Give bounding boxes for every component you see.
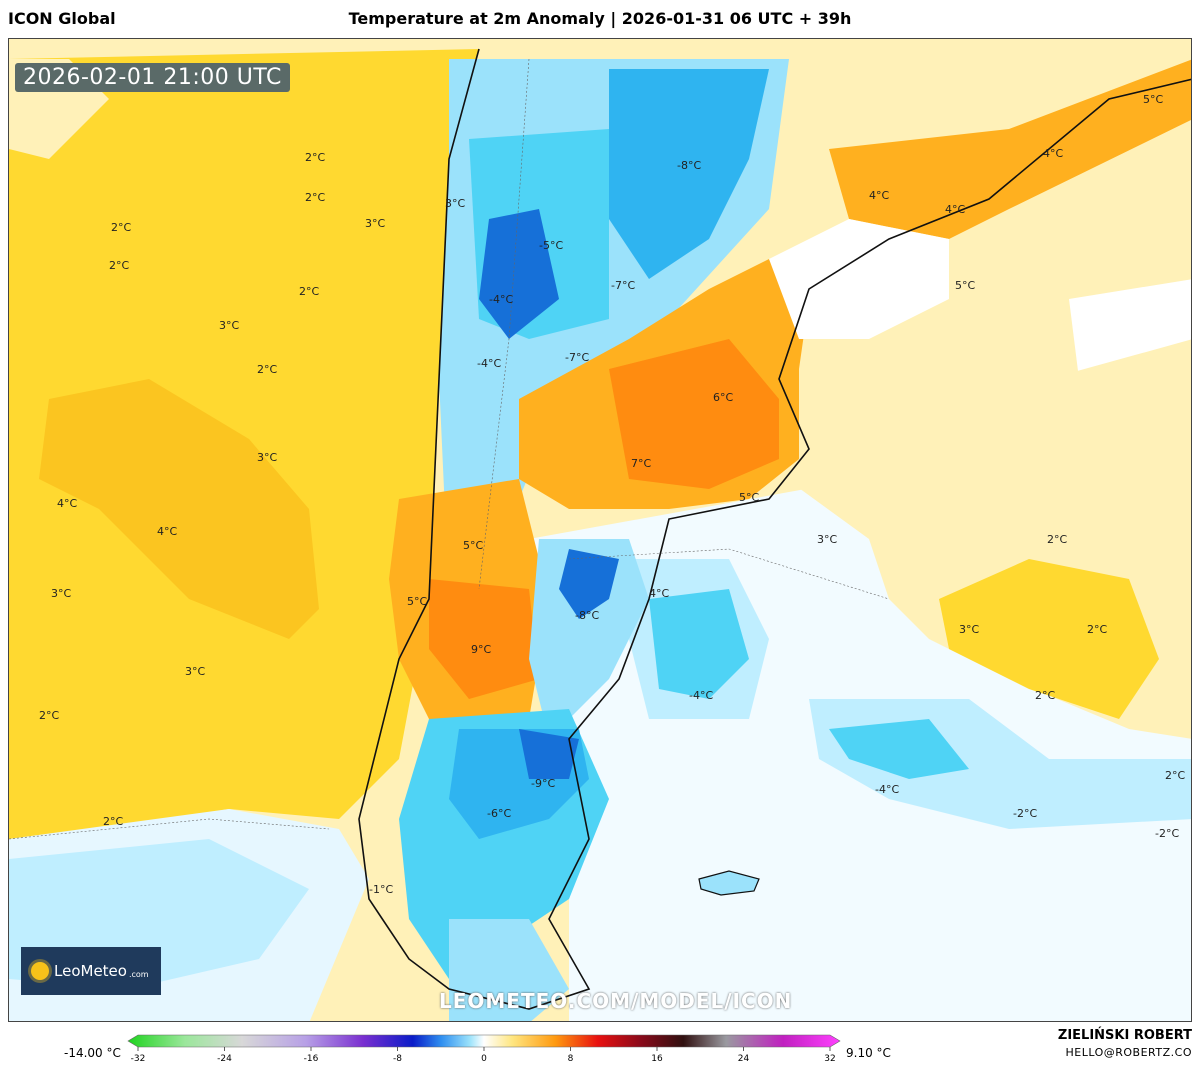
- legend-tick-label: 16: [651, 1054, 663, 1064]
- coastline: [358, 48, 1191, 1010]
- isotherm-label: 2°C: [305, 191, 326, 204]
- isotherm-label: 2°C: [109, 259, 130, 272]
- isotherm-label: 3°C: [257, 451, 278, 464]
- anomaly-map: [9, 39, 1191, 1021]
- valid-time-badge: 2026-02-01 21:00 UTC: [15, 63, 290, 92]
- isotherm-label: 2°C: [111, 221, 132, 234]
- legend-tick-label: -8: [393, 1054, 402, 1064]
- isotherm-label: 3°C: [365, 217, 386, 230]
- isotherm-label: -6°C: [487, 807, 512, 820]
- isotherm-label: 2°C: [1087, 623, 1108, 636]
- legend-max: 9.10 °C: [846, 1046, 891, 1060]
- logo-name: LeoMeteo: [54, 962, 127, 980]
- author-name: ZIELIŃSKI ROBERT: [1057, 1028, 1192, 1043]
- logo-domain: .com: [128, 969, 149, 979]
- isotherm-label: 2°C: [1047, 533, 1068, 546]
- isotherm-label: 2°C: [305, 151, 326, 164]
- isotherm-label: -9°C: [531, 777, 556, 790]
- isotherm-label: 5°C: [955, 279, 976, 292]
- isotherm-label: -7°C: [611, 279, 636, 292]
- legend-colorbar: [127, 1034, 841, 1051]
- isotherm-label: 9°C: [471, 643, 492, 656]
- isotherm-label: -2°C: [1155, 827, 1180, 840]
- isotherm-label: -8°C: [575, 609, 600, 622]
- legend-tick-label: -32: [130, 1054, 146, 1064]
- logo: LeoMeteo .com: [21, 947, 161, 995]
- isotherm-label: 3°C: [959, 623, 980, 636]
- falkland-islands: [698, 870, 760, 896]
- isotherm-label: 3°C: [51, 587, 72, 600]
- isotherm-label: -4°C: [689, 689, 714, 702]
- sun-icon: [31, 962, 49, 980]
- isotherm-label: 4°C: [649, 587, 670, 600]
- isotherm-label: -4°C: [477, 357, 502, 370]
- isotherm-label: 4°C: [869, 189, 890, 202]
- isotherm-label: -7°C: [565, 351, 590, 364]
- isotherm-label: 2°C: [39, 709, 60, 722]
- isotherm-label: 2°C: [1035, 689, 1056, 702]
- isotherm-label: 2°C: [1165, 769, 1186, 782]
- isotherm-label: -1°C: [369, 883, 394, 896]
- isotherm-label: 6°C: [713, 391, 734, 404]
- isotherm-label: 2°C: [103, 815, 124, 828]
- isotherm-label: 4°C: [57, 497, 78, 510]
- isotherm-label: 5°C: [1143, 93, 1164, 106]
- chart-title: Temperature at 2m Anomaly | 2026-01-31 0…: [348, 9, 852, 28]
- legend-tick-label: 8: [567, 1054, 574, 1064]
- model-name: ICON Global: [8, 9, 116, 28]
- isotherm-label: -2°C: [1013, 807, 1038, 820]
- isotherm-label: -4°C: [489, 293, 514, 306]
- isotherm-label: 2°C: [299, 285, 320, 298]
- isotherm-label: 3°C: [219, 319, 240, 332]
- isotherm-label: 5°C: [407, 595, 428, 608]
- isotherm-label: 2°C: [257, 363, 278, 376]
- legend-tick-label: -24: [217, 1054, 232, 1064]
- isotherm-label: -8°C: [677, 159, 702, 172]
- isotherm-label: -5°C: [539, 239, 564, 252]
- isotherm-label: 3°C: [445, 197, 466, 210]
- isotherm-label: 4°C: [945, 203, 966, 216]
- brazil-warm-band: [829, 59, 1191, 239]
- isotherm-label: 5°C: [739, 491, 760, 504]
- legend-tick-label: 24: [737, 1054, 750, 1064]
- pacific-warmer-patch: [39, 379, 319, 639]
- map-panel: 2026-02-01 21:00 UTC 2°C 2°C 2°C 3°C 3°C 2°C 2…: [8, 38, 1192, 1022]
- isotherm-label: 5°C: [463, 539, 484, 552]
- isotherm-label: 3°C: [817, 533, 838, 546]
- isotherm-label: 7°C: [631, 457, 652, 470]
- legend-tick-label: 0: [481, 1054, 487, 1064]
- legend-tick-label: -16: [303, 1054, 319, 1064]
- color-legend: -14.00 °C: [0, 1026, 1200, 1066]
- author-email: HELLO@ROBERTZ.CO: [1065, 1046, 1192, 1059]
- isotherm-label: 4°C: [1043, 147, 1064, 160]
- legend-tick-label: 32: [824, 1054, 836, 1064]
- isotherm-label: 4°C: [157, 525, 178, 538]
- isotherm-label: -4°C: [875, 783, 900, 796]
- isotherm-label: 3°C: [185, 665, 206, 678]
- legend-min: -14.00 °C: [64, 1046, 121, 1060]
- watermark: LEOMETEO.COM/MODEL/ICON: [439, 989, 793, 1013]
